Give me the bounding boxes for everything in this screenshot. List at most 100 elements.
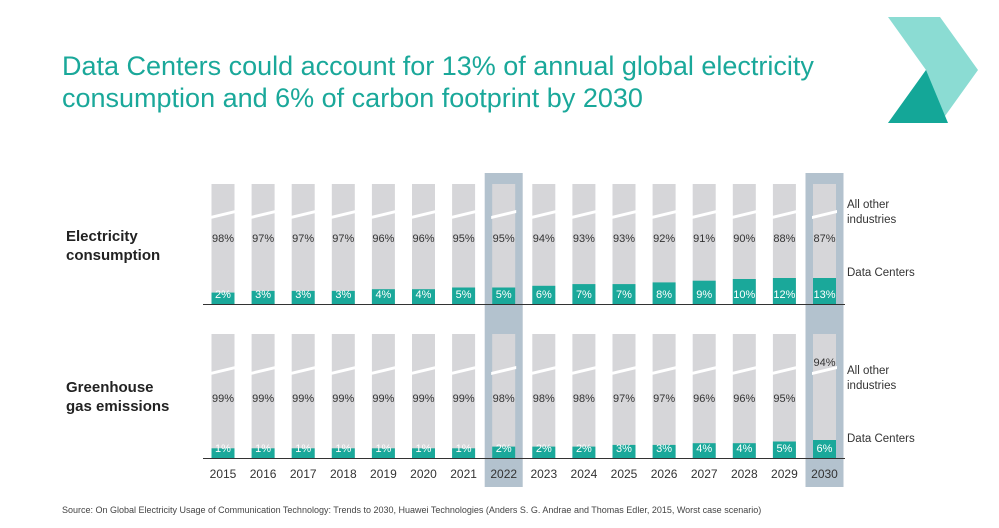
dc-bar-2017-p0 [291, 290, 315, 304]
other-label-2026-p0: 92% [653, 233, 675, 245]
dc-label-2027-p1: 4% [696, 443, 712, 455]
other-bar-2018-p1 [331, 334, 355, 458]
year-label-2023: 2023 [530, 467, 557, 481]
break-mark-2029-p1 [771, 366, 797, 375]
other-label-2024-p0: 93% [573, 233, 595, 245]
dc-bar-2023-p1 [532, 446, 556, 458]
dc-bar-2026-p1 [652, 444, 676, 458]
dc-bar-2021-p0 [452, 287, 476, 304]
other-label-2028-p1: 96% [733, 393, 755, 405]
year-label-2025: 2025 [611, 467, 638, 481]
break-mark-2027-p1 [691, 366, 717, 375]
dc-bar-2028-p1 [732, 443, 756, 458]
break-mark-2020-p0 [411, 210, 436, 219]
dc-bar-2022-p0 [492, 287, 516, 304]
break-mark-2030-p0 [812, 210, 837, 219]
break-mark-2026-p0 [651, 210, 677, 219]
dc-label-2019-p0: 4% [375, 289, 391, 301]
dc-bar-2022-p1 [492, 446, 516, 458]
dc-label-2029-p0: 12% [773, 289, 795, 301]
other-bar-2027-p1 [692, 334, 716, 458]
break-mark-2025-p0 [611, 210, 637, 219]
dc-bar-2015-p0 [211, 292, 235, 304]
other-label-2017-p1: 99% [292, 393, 314, 405]
year-label-2018: 2018 [330, 467, 357, 481]
dc-bar-2021-p1 [452, 448, 476, 458]
break-mark-2024-p0 [571, 210, 597, 219]
year-label-2015: 2015 [210, 467, 237, 481]
other-label-2019-p0: 96% [372, 233, 394, 245]
year-label-2022: 2022 [490, 467, 517, 481]
other-bar-2024-p1 [572, 334, 596, 458]
other-label-2025-p0: 93% [613, 233, 635, 245]
dc-label-2018-p0: 3% [335, 289, 351, 301]
other-label-2015-p1: 99% [212, 393, 234, 405]
dc-label-2025-p0: 7% [616, 289, 632, 301]
other-label-2024-p1: 98% [573, 393, 595, 405]
dc-label-2020-p1: 1% [416, 443, 432, 455]
break-mark-2021-p0 [451, 210, 477, 219]
dc-label-2024-p0: 7% [576, 289, 592, 301]
legend-dc-p1: Data Centers [847, 433, 915, 445]
other-label-2030-p0: 87% [813, 233, 835, 245]
other-bar-2016-p1 [251, 334, 275, 458]
other-label-2021-p1: 99% [453, 393, 475, 405]
other-label-2026-p1: 97% [653, 393, 675, 405]
dc-bar-2030-p1 [813, 440, 836, 458]
dc-bar-2020-p1 [412, 448, 435, 458]
dc-label-2023-p0: 6% [536, 289, 552, 301]
break-mark-2021-p1 [451, 366, 477, 375]
other-label-2023-p0: 94% [533, 233, 555, 245]
legend-other-line1-p1: All other [847, 365, 889, 377]
break-mark-2028-p1 [731, 366, 757, 375]
dc-label-2016-p0: 3% [255, 289, 271, 301]
dc-bar-2018-p0 [331, 290, 355, 304]
other-label-2028-p0: 90% [733, 233, 755, 245]
dc-bar-2027-p1 [692, 443, 716, 458]
other-bar-2026-p1 [652, 334, 676, 458]
year-label-2024: 2024 [571, 467, 598, 481]
break-mark-2022-p1 [491, 366, 517, 375]
break-mark-2024-p1 [571, 366, 597, 375]
dc-label-2026-p1: 3% [656, 443, 672, 455]
legend-dc-p0: Data Centers [847, 267, 915, 279]
dc-bar-2020-p0 [412, 289, 435, 304]
dc-label-2018-p1: 1% [335, 443, 351, 455]
year-label-2016: 2016 [250, 467, 277, 481]
other-label-2018-p0: 97% [332, 233, 354, 245]
dc-label-2028-p1: 4% [736, 443, 752, 455]
other-label-2022-p0: 95% [493, 233, 515, 245]
dc-label-2030-p0: 13% [813, 289, 835, 301]
break-mark-2029-p0 [771, 210, 797, 219]
year-label-2017: 2017 [290, 467, 317, 481]
dc-bar-2025-p1 [612, 444, 636, 458]
dc-label-2022-p1: 2% [496, 443, 512, 455]
other-bar-2021-p1 [452, 334, 476, 458]
other-bar-2015-p1 [211, 334, 235, 458]
other-bar-2019-p1 [371, 334, 395, 458]
dc-bar-2029-p0 [772, 278, 796, 304]
other-label-2016-p0: 97% [252, 233, 274, 245]
other-label-2030-p1: 94% [813, 357, 835, 369]
dc-label-2017-p1: 1% [295, 443, 311, 455]
other-label-2020-p1: 99% [412, 393, 434, 405]
page-title: Data Centers could account for 13% of an… [62, 50, 862, 114]
year-label-2019: 2019 [370, 467, 397, 481]
dc-label-2029-p1: 5% [776, 443, 792, 455]
other-bar-2030-p1 [813, 334, 836, 458]
break-mark-2017-p1 [290, 366, 316, 375]
break-mark-2019-p1 [370, 366, 396, 375]
other-label-2027-p0: 91% [693, 233, 715, 245]
break-mark-2015-p1 [210, 366, 236, 375]
break-mark-2022-p0 [491, 210, 517, 219]
panel-label-electricity: Electricity consumption [66, 228, 161, 264]
logo-dark-triangle [888, 70, 948, 123]
title-line-1: Data Centers could account for 13% of an… [62, 51, 814, 81]
dc-label-2017-p0: 3% [295, 289, 311, 301]
other-bar-2022-p1 [492, 334, 516, 458]
dc-bar-2029-p1 [772, 441, 796, 458]
break-mark-2025-p1 [611, 366, 637, 375]
other-label-2018-p1: 99% [332, 393, 354, 405]
year-label-2021: 2021 [450, 467, 477, 481]
